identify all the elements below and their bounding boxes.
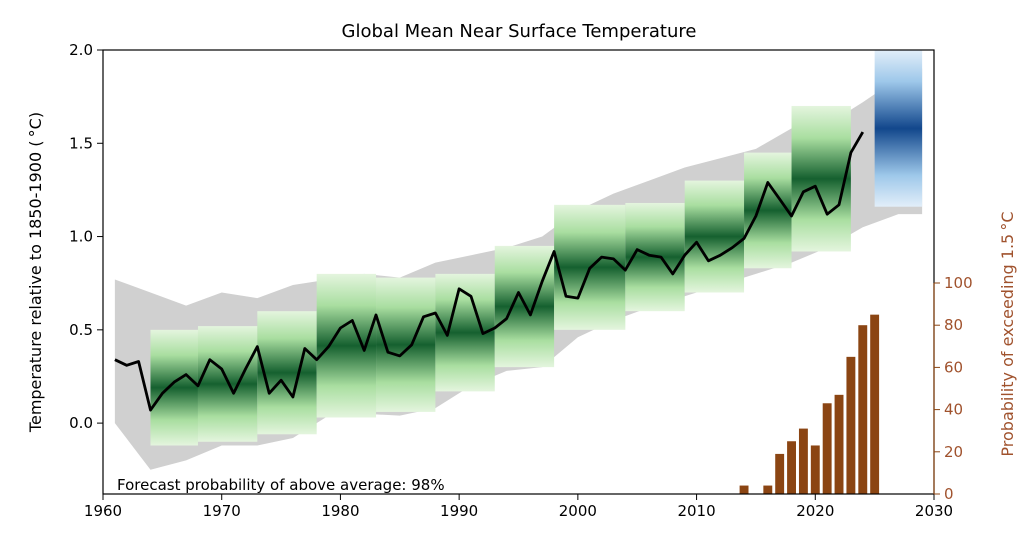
- probability-bar: [822, 403, 832, 494]
- x-tick-label: 1970: [203, 502, 241, 520]
- probability-bar: [810, 445, 820, 494]
- x-tick-label: 1980: [321, 502, 359, 520]
- plot-area: [114, 50, 923, 494]
- right-tick-label: 40: [944, 401, 963, 419]
- right-tick-label: 60: [944, 358, 963, 376]
- plot-frame: [102, 49, 935, 495]
- probability-bar: [870, 314, 880, 494]
- y-tick-label: 1.5: [69, 134, 93, 152]
- right-tick-label: 0: [944, 485, 954, 503]
- hindcast-band: [150, 329, 198, 446]
- chart-title: Global Mean Near Surface Temperature: [342, 21, 697, 42]
- y-axis-title: Temperature relative to 1850-1900 ( °C): [26, 112, 45, 433]
- probability-bar: [775, 453, 785, 494]
- y-tick-label: 1.0: [69, 228, 93, 246]
- hindcast-band: [744, 152, 792, 269]
- probability-bar: [834, 394, 844, 494]
- probability-bar: [858, 325, 868, 494]
- x-tick-label: 2010: [677, 502, 715, 520]
- forecast-annotation: Forecast probability of above average: 9…: [117, 476, 445, 494]
- x-tick-label: 1960: [84, 502, 122, 520]
- x-tick-label: 2020: [796, 502, 834, 520]
- probability-bar: [846, 356, 856, 494]
- forecast-band: [874, 50, 923, 207]
- y-tick-label: 2.0: [69, 41, 93, 59]
- probability-bar: [763, 485, 773, 494]
- right-tick-label: 20: [944, 443, 963, 461]
- right-axis-title: Probability of exceeding 1.5 °C: [998, 211, 1017, 456]
- x-tick-label: 1990: [440, 502, 478, 520]
- x-tick-label: 2000: [559, 502, 597, 520]
- x-tick-label: 2030: [915, 502, 953, 520]
- y-tick-label: 0.5: [69, 321, 93, 339]
- probability-bar: [739, 485, 749, 494]
- observed-line: [114, 131, 865, 412]
- right-tick-label: 80: [944, 316, 963, 334]
- hindcast-band: [791, 105, 851, 252]
- axes: 1960 1970 1980 1990 2000 2010 2020 2030 0.0 0.5 1.…: [69, 41, 973, 520]
- probability-bar: [787, 441, 796, 494]
- hindcast-band: [257, 311, 317, 435]
- right-tick-label: 100: [944, 274, 973, 292]
- hindcast-band: [684, 180, 745, 293]
- probability-bar: [798, 428, 808, 494]
- y-tick-label: 0.0: [69, 414, 93, 432]
